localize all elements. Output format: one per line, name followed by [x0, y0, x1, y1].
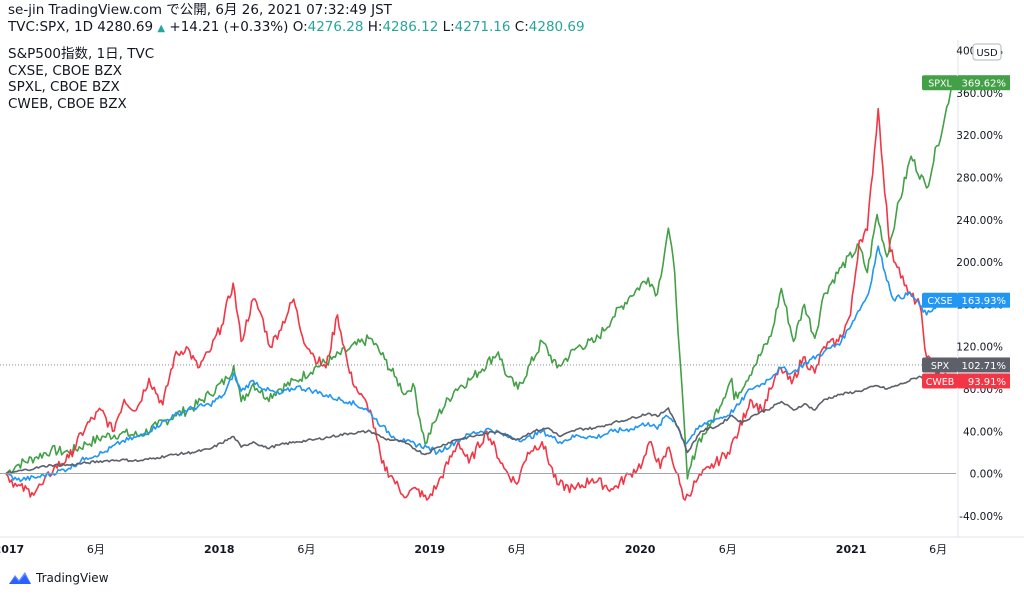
last-value-label-cweb: CWEB 93.91% [922, 373, 1010, 389]
legend-item-cxse[interactable]: CXSE, CBOE BZX [8, 62, 123, 79]
last-value-label-spx: SPX 102.71% [922, 357, 1010, 373]
last-price: 4280.69 [97, 19, 154, 35]
high-value: 4286.12 [382, 19, 439, 35]
footer-brand: TradingView [36, 571, 109, 585]
x-tick-label: 6月 [87, 543, 105, 556]
legend-item-spx[interactable]: S&P500指数, 1日, TVC [8, 46, 155, 62]
series-line-cweb[interactable] [5, 107, 953, 501]
x-tick-label: 6月 [719, 543, 737, 556]
series-ticker: SPX [931, 361, 950, 372]
time-axis: 2017 6月 2018 6月 2019 6月 2020 6月 2021 6月 [0, 543, 947, 556]
y-tick-label: 360.00% [956, 88, 1003, 100]
series-last-value: 369.62% [962, 79, 1007, 90]
series-ticker: SPXL [928, 79, 952, 90]
y-tick-label: 0.00% [970, 469, 1003, 481]
x-tick-label: 2019 [414, 543, 445, 556]
y-tick-label: 320.00% [956, 130, 1003, 142]
open-value: 4276.28 [307, 19, 364, 35]
tradingview-logo-icon [9, 572, 31, 584]
currency-label: USD [976, 48, 998, 59]
publish-info: se-jin TradingView.com で公開, 6月 26, 2021 … [8, 2, 392, 18]
series-layer [5, 82, 953, 501]
y-tick-label: 40.00% [963, 426, 1003, 438]
series-last-value: 163.93% [962, 296, 1007, 307]
last-value-label-cxse: CXSE 163.93% [922, 292, 1010, 308]
low-label: L: [442, 19, 455, 35]
last-value-labels: SPXL 369.62% CXSE 163.93% SPX 102.71% CWEB 93.9… [922, 75, 1010, 389]
price-chart[interactable]: -40.00%0.00%40.00%80.00%120.00%160.00%20… [0, 0, 1024, 568]
y-tick-label: 280.00% [956, 172, 1003, 184]
price-axis: -40.00%0.00%40.00%80.00%120.00%160.00%20… [956, 46, 1003, 523]
series-last-value: 93.91% [968, 377, 1006, 388]
currency-badge[interactable]: USD [972, 43, 1002, 61]
symbol-name: TVC:SPX, 1D [8, 19, 93, 35]
tradingview-footer[interactable]: TradingView [8, 571, 109, 585]
series-ticker: CWEB [926, 377, 955, 388]
legend-item-spxl[interactable]: SPXL, CBOE BZX [8, 79, 120, 95]
y-tick-label: 120.00% [956, 342, 1003, 354]
series-last-value: 102.71% [962, 361, 1007, 372]
legend-item-cweb[interactable]: CWEB, CBOE BZX [8, 95, 127, 112]
symbol-ohlc-line: TVC:SPX, 1D 4280.69 ▲ +14.21 (+0.33%) O:… [8, 19, 585, 37]
close-value: 4280.69 [528, 19, 585, 35]
x-tick-label: 2021 [836, 543, 867, 556]
x-tick-label: 6月 [508, 543, 526, 556]
high-label: H: [367, 19, 383, 35]
x-tick-label: 6月 [297, 543, 315, 556]
x-tick-label: 2020 [625, 543, 656, 556]
y-tick-label: 240.00% [956, 215, 1003, 227]
series-ticker: CXSE [927, 296, 952, 307]
up-arrow-icon: ▲ [157, 23, 166, 34]
x-tick-label: 6月 [929, 543, 947, 556]
y-tick-label: 200.00% [956, 257, 1003, 269]
close-label: C: [514, 19, 529, 35]
x-tick-label: 2018 [204, 543, 235, 556]
series-line-cxse[interactable] [5, 245, 953, 483]
y-tick-label: -40.00% [959, 511, 1003, 523]
series-legend: S&P500指数, 1日, TVC CXSE, CBOE BZX SPXL, C… [8, 46, 154, 112]
reference-lines [0, 364, 956, 474]
series-line-spx[interactable] [5, 364, 953, 475]
last-value-label-spxl: SPXL 369.62% [922, 75, 1010, 91]
chart-header: se-jin TradingView.com で公開, 6月 26, 2021 … [8, 2, 585, 37]
open-label: O: [292, 19, 308, 35]
low-value: 4271.16 [454, 19, 511, 35]
series-line-spxl[interactable] [5, 82, 953, 480]
x-tick-label: 2017 [0, 543, 24, 556]
price-change: +14.21 (+0.33%) [169, 19, 289, 35]
